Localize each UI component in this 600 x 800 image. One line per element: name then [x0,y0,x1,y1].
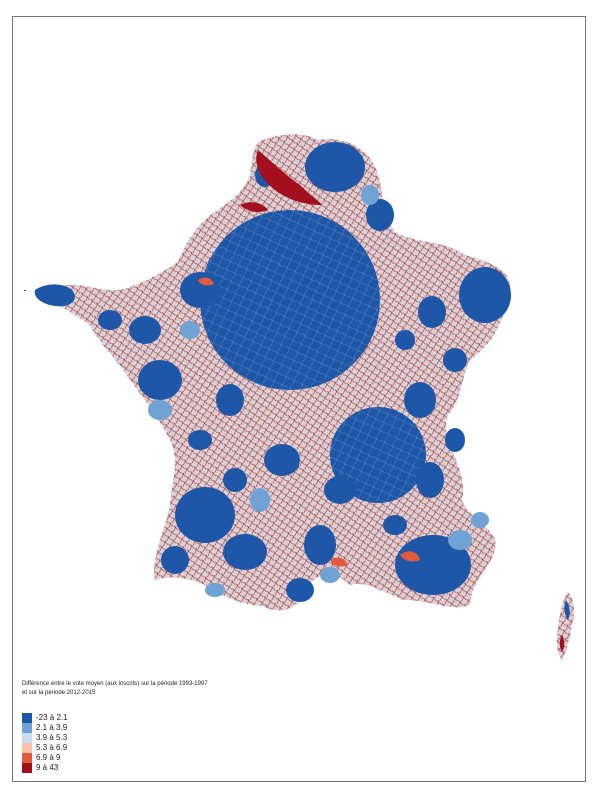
cartogram-cells-medium [148,185,489,597]
brittany-region [34,284,75,307]
legend-swatch [22,753,32,763]
legend-item: 9 à 43 [22,763,68,773]
legend-item: -23 à 2.1 [22,713,68,723]
map-subtitle: et sur la période 2012-2015 [22,690,96,696]
legend-item: 5.3 à 6.9 [22,743,68,753]
legend-label: 3.9 à 5.3 [36,733,68,742]
legend-swatch [22,733,32,743]
legend-swatch [22,743,32,753]
legend-item: 2.1 à 3.9 [22,723,68,733]
legend-swatch [22,763,32,773]
legend-label: 2.1 à 3.9 [36,723,68,732]
map-caption: Différence entre le vote moyen (aux insc… [22,680,208,698]
legend-label: 6.9 à 9 [36,753,61,762]
outlier-cell [24,290,26,291]
legend-label: 5.3 à 6.9 [36,743,68,752]
legend-swatch [22,723,32,733]
cartogram-hotspots [198,150,420,567]
legend-label: 9 à 43 [36,763,59,772]
map-title: Différence entre le vote moyen (aux insc… [22,681,208,687]
legend-swatch [22,713,32,723]
legend-item: 6.9 à 9 [22,753,68,763]
legend-item: 3.9 à 5.3 [22,733,68,743]
legend-label: -23 à 2.1 [36,713,68,722]
corsica [556,592,575,660]
legend: -23 à 2.1 2.1 à 3.9 3.9 à 5.3 5.3 à 6.9 … [22,713,68,773]
